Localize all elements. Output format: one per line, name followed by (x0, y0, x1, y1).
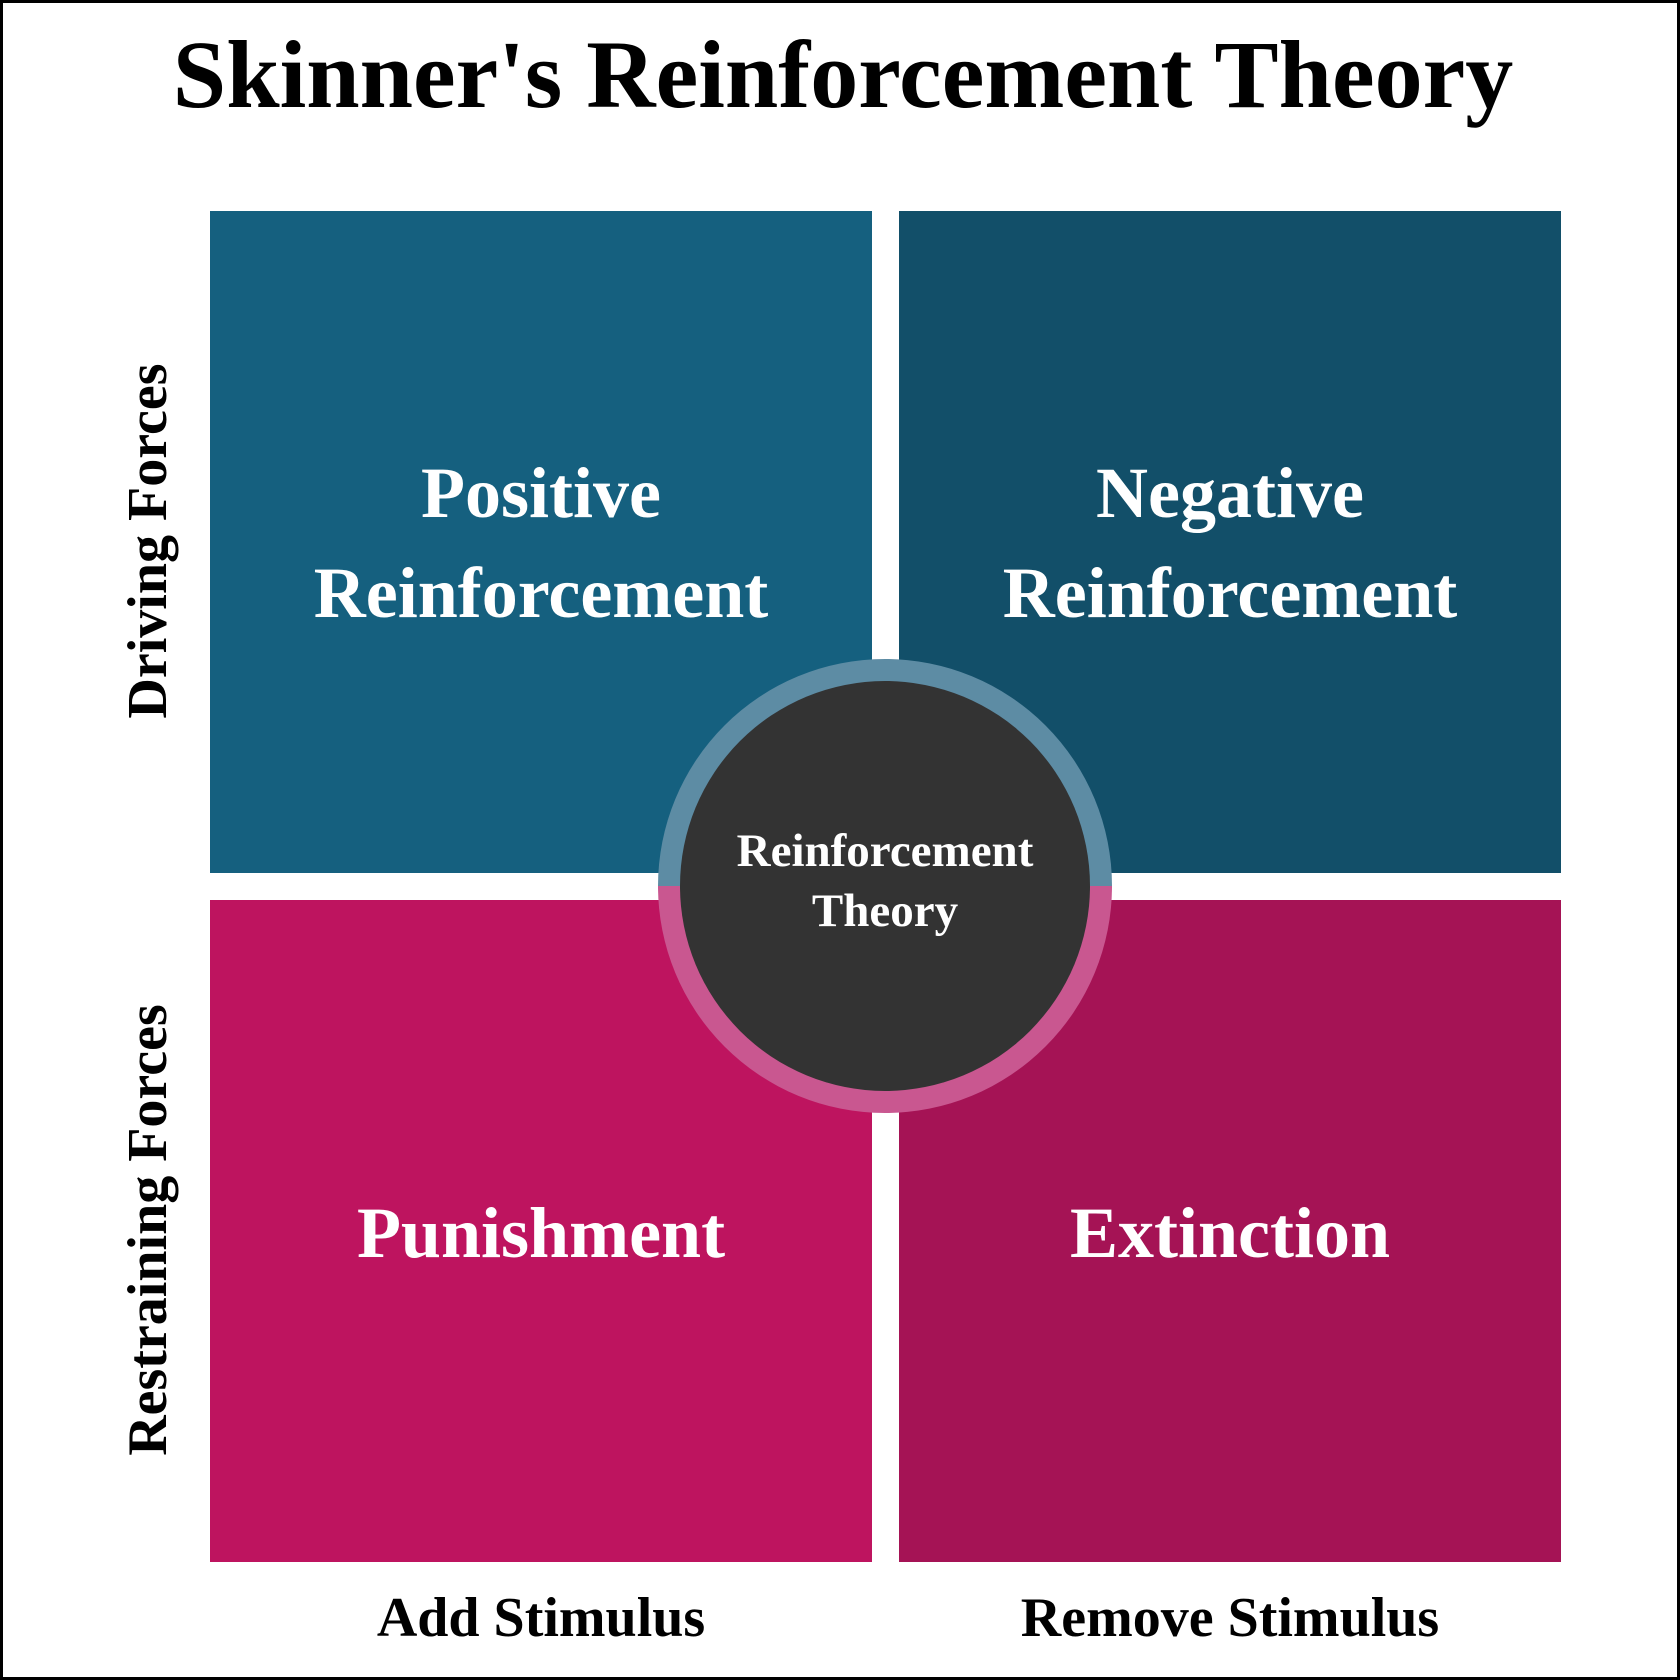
quadrant-label: Negative Reinforcement (899, 443, 1561, 643)
quadrant-label: Punishment (356, 1193, 726, 1273)
quadrant-label: Extinction (1069, 1193, 1391, 1273)
quadrant-label-line2: Reinforcement (313, 553, 769, 633)
quadrant-positive-reinforcement: Positive Reinforcement (210, 211, 872, 873)
axis-label-add-stimulus: Add Stimulus (376, 1587, 706, 1649)
axis-label-driving-forces: Driving Forces (117, 363, 179, 719)
quadrant-label: Positive Reinforcement (210, 443, 872, 643)
center-circle (680, 681, 1090, 1091)
axis-label-restraining-forces: Restraining Forces (117, 1004, 179, 1456)
diagram-title: Skinner's Reinforcement Theory (172, 21, 1514, 128)
axis-label-remove-stimulus: Remove Stimulus (1020, 1587, 1440, 1649)
quadrant-label-line1: Positive (421, 453, 661, 533)
quadrant-label-line2: Reinforcement (1002, 553, 1458, 633)
center-label: Reinforcement Theory (680, 821, 1090, 941)
center-label-line1: Reinforcement (736, 825, 1034, 877)
center-label-line2: Theory (811, 885, 959, 937)
quadrant-label-line1: Negative (1096, 453, 1364, 533)
